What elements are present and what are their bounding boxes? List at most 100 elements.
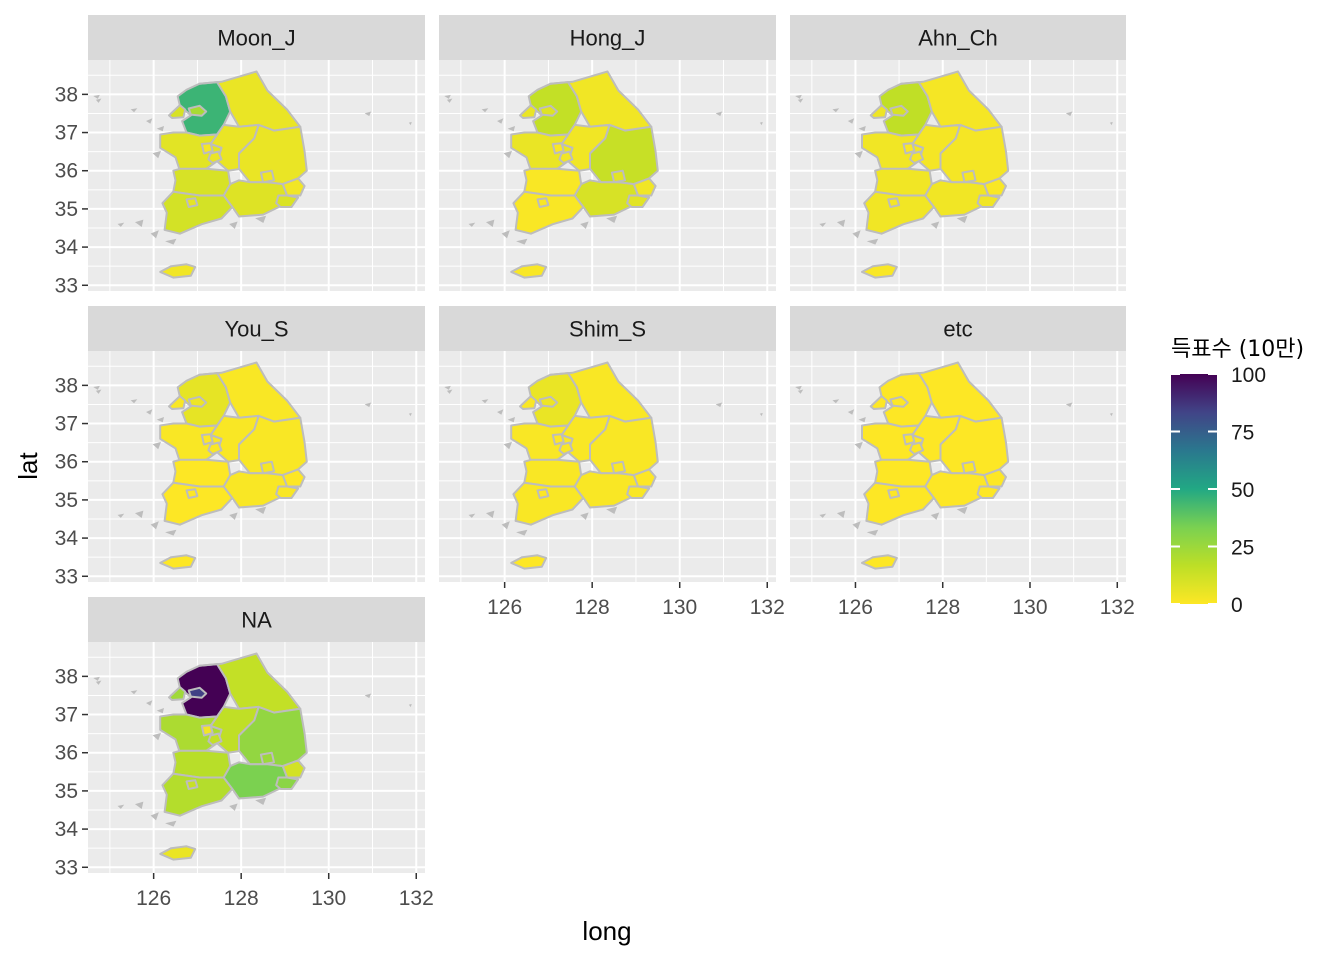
facet-panel-Ahn_Ch: Ahn_Ch bbox=[790, 15, 1126, 291]
islet bbox=[165, 238, 177, 245]
islet bbox=[446, 98, 453, 103]
islet bbox=[497, 409, 504, 415]
region-seoul bbox=[538, 104, 559, 117]
islet bbox=[501, 521, 510, 530]
region-jeonnam bbox=[512, 190, 585, 235]
region-busan bbox=[275, 485, 300, 499]
islet bbox=[847, 409, 855, 415]
y-tick-label: 34 bbox=[55, 527, 79, 550]
region-gwangju bbox=[887, 488, 901, 499]
region-seoul bbox=[538, 395, 559, 408]
y-tick-label: 33 bbox=[55, 274, 78, 297]
islet bbox=[364, 402, 372, 408]
facet-strip-label: NA bbox=[241, 608, 272, 633]
islet bbox=[95, 389, 102, 394]
region-gwangju bbox=[887, 197, 901, 208]
islet bbox=[866, 238, 879, 245]
region-jeonbuk bbox=[523, 167, 583, 197]
facet-strip-label: Moon_J bbox=[217, 26, 295, 51]
region-jeonbuk bbox=[874, 167, 933, 197]
islet bbox=[255, 506, 267, 515]
region-seoul bbox=[187, 395, 208, 408]
islet bbox=[152, 732, 162, 741]
region-chungnam bbox=[159, 422, 223, 463]
region-ulsan bbox=[281, 759, 306, 779]
islet bbox=[497, 118, 504, 124]
islet bbox=[1109, 412, 1113, 417]
facet-strip bbox=[439, 15, 776, 60]
islet bbox=[481, 108, 489, 113]
islet bbox=[130, 399, 138, 404]
region-chungnam bbox=[861, 422, 925, 463]
region-incheon bbox=[869, 104, 888, 119]
x-tick-label: 132 bbox=[1100, 596, 1135, 619]
islet bbox=[146, 118, 153, 124]
region-gwangju bbox=[185, 488, 199, 499]
facet-panel-Hong_J: Hong_J bbox=[439, 15, 776, 291]
region-sejong bbox=[200, 142, 214, 155]
legend-title: 득표수 (10만) bbox=[1171, 337, 1304, 362]
region-daejeon bbox=[207, 441, 223, 456]
region-jeonbuk bbox=[523, 458, 583, 488]
islet bbox=[146, 409, 153, 415]
islet bbox=[481, 399, 489, 404]
region-jeonnam bbox=[161, 190, 234, 235]
islet bbox=[795, 385, 802, 390]
region-daejeon bbox=[909, 150, 925, 165]
islet bbox=[117, 513, 125, 518]
region-jeonnam bbox=[863, 190, 935, 235]
facet-panels: Moon_J Hong_J Ahn_Ch You_S Shim_S etc NA bbox=[88, 15, 1126, 873]
islet bbox=[408, 703, 412, 708]
y-tick-label: 37 bbox=[55, 122, 78, 145]
region-incheon bbox=[168, 395, 187, 410]
y-tick-label: 35 bbox=[55, 780, 78, 803]
islet bbox=[152, 441, 162, 450]
islet bbox=[507, 417, 515, 423]
region-daejeon bbox=[207, 732, 223, 747]
facet-strip bbox=[88, 15, 425, 60]
region-chungnam bbox=[510, 422, 574, 463]
region-sejong bbox=[200, 433, 214, 446]
legend-tick-label: 50 bbox=[1231, 479, 1254, 502]
region-incheon bbox=[168, 104, 187, 119]
islet bbox=[229, 221, 238, 229]
islet bbox=[866, 529, 879, 536]
region-daegu bbox=[259, 460, 275, 475]
region-daegu bbox=[610, 169, 626, 184]
islet bbox=[130, 108, 138, 113]
islet bbox=[134, 510, 144, 518]
region-busan bbox=[976, 485, 1001, 499]
facet-strip bbox=[790, 15, 1126, 60]
region-sejong bbox=[551, 142, 565, 155]
legend-tick-label: 0 bbox=[1231, 594, 1243, 617]
region-daejeon bbox=[558, 441, 574, 456]
legend-tick-label: 100 bbox=[1231, 364, 1266, 387]
y-tick-label: 35 bbox=[55, 489, 78, 512]
islet bbox=[485, 219, 495, 227]
region-jeju bbox=[159, 554, 197, 570]
region-sejong bbox=[200, 724, 214, 737]
y-axis-title: lat bbox=[13, 451, 43, 479]
x-tick-label: 132 bbox=[399, 887, 434, 910]
region-jeonnam bbox=[863, 481, 935, 526]
x-tick-label: 132 bbox=[750, 596, 785, 619]
islet bbox=[854, 150, 863, 159]
islet bbox=[852, 521, 861, 530]
islet bbox=[93, 94, 100, 99]
islet bbox=[446, 389, 453, 394]
region-jeju bbox=[510, 263, 548, 279]
islet bbox=[93, 676, 100, 681]
islet bbox=[836, 510, 846, 518]
region-sejong bbox=[902, 142, 916, 155]
y-tick-label: 37 bbox=[55, 704, 78, 727]
islet bbox=[580, 221, 589, 229]
y-tick-label: 34 bbox=[55, 818, 79, 841]
islet bbox=[408, 412, 412, 417]
region-incheon bbox=[519, 395, 538, 410]
islet bbox=[444, 385, 451, 390]
islet bbox=[152, 150, 162, 159]
islet bbox=[797, 389, 804, 394]
islet bbox=[836, 219, 846, 227]
region-incheon bbox=[869, 395, 888, 410]
islet bbox=[606, 215, 618, 224]
